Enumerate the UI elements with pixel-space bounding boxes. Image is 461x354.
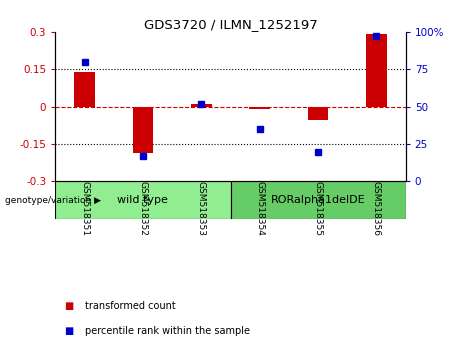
Text: RORalpha1delDE: RORalpha1delDE — [271, 195, 366, 205]
Text: GSM518351: GSM518351 — [80, 181, 89, 236]
Text: transformed count: transformed count — [85, 301, 176, 311]
Text: ■: ■ — [65, 301, 74, 311]
Bar — [308, 107, 328, 120]
Bar — [74, 72, 95, 107]
Bar — [191, 104, 212, 107]
Title: GDS3720 / ILMN_1252197: GDS3720 / ILMN_1252197 — [144, 18, 317, 31]
Text: GSM518354: GSM518354 — [255, 181, 264, 236]
Text: ■: ■ — [65, 326, 74, 336]
Text: genotype/variation ▶: genotype/variation ▶ — [5, 196, 100, 205]
Text: GSM518353: GSM518353 — [197, 181, 206, 236]
Bar — [249, 107, 270, 109]
Text: GSM518356: GSM518356 — [372, 181, 381, 236]
Text: percentile rank within the sample: percentile rank within the sample — [85, 326, 250, 336]
Text: GSM518355: GSM518355 — [313, 181, 323, 236]
Text: GSM518352: GSM518352 — [138, 181, 148, 236]
FancyBboxPatch shape — [55, 181, 230, 219]
FancyBboxPatch shape — [230, 181, 406, 219]
Text: wild type: wild type — [118, 195, 168, 205]
Bar — [133, 107, 153, 153]
Bar — [366, 34, 387, 107]
